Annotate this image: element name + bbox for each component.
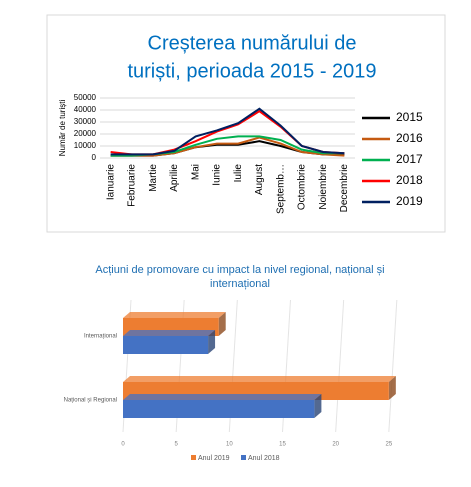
chart-title: turiști, perioada 2015 - 2019 — [127, 60, 376, 82]
y-tick-label: 50000 — [74, 93, 97, 102]
bar-top — [123, 376, 396, 382]
x-tick-label: Mai — [190, 164, 201, 180]
y-axis-label: Număr de turiști — [58, 100, 67, 157]
y-tick-label: 30000 — [74, 117, 97, 126]
grid-line — [388, 299, 398, 433]
bar-top — [123, 394, 322, 400]
x-tick-label: Iulie — [233, 164, 244, 183]
y-tick-label: Național și Regional — [64, 398, 117, 404]
x-tick-label: 20 — [332, 442, 339, 448]
legend-label: 2015 — [396, 110, 423, 124]
x-tick-label: Octombrie — [297, 164, 308, 211]
legend-label: 2017 — [396, 152, 423, 166]
x-tick-label: Ianuarie — [105, 164, 116, 201]
bar-side — [314, 394, 322, 418]
chart-title: internațional — [210, 278, 270, 290]
bar-top — [123, 312, 226, 318]
bar-side — [388, 376, 396, 400]
bar — [123, 336, 209, 354]
bar — [123, 400, 315, 418]
bar-top — [123, 330, 216, 336]
legend-label: Anul 2018 — [248, 455, 280, 462]
x-tick-label: 5 — [174, 442, 178, 448]
x-tick-label: Iunie — [212, 164, 223, 186]
legend-label: 2016 — [396, 131, 423, 145]
x-tick-label: 10 — [226, 442, 233, 448]
y-tick-label: Internațional — [84, 334, 117, 340]
x-tick-label: Decembrie — [339, 164, 350, 213]
legend-label: Anul 2019 — [198, 455, 230, 462]
legend-label: 2019 — [396, 194, 423, 208]
chart-title: Creșterea numărului de — [148, 32, 357, 54]
bar-side — [218, 312, 226, 336]
legend-swatch — [241, 455, 246, 460]
x-tick-label: Februarie — [127, 164, 138, 207]
bar-side — [208, 330, 216, 354]
x-tick-label: 25 — [385, 442, 392, 448]
x-tick-label: 0 — [121, 442, 125, 448]
y-tick-label: 20000 — [74, 129, 97, 138]
legend-swatch — [191, 455, 196, 460]
y-tick-label: 10000 — [74, 141, 97, 150]
y-tick-label: 40000 — [74, 105, 97, 114]
y-tick-label: 0 — [92, 153, 97, 162]
x-tick-label: Martie — [148, 164, 159, 192]
legend-label: 2018 — [396, 173, 423, 187]
x-tick-label: Aprilie — [169, 164, 180, 192]
x-tick-label: 15 — [279, 442, 286, 448]
x-tick-label: August — [254, 164, 265, 195]
x-tick-label: Septemb… — [275, 164, 286, 214]
grid-line — [335, 299, 345, 433]
chart-title: Acțiuni de promovare cu impact la nivel … — [95, 264, 384, 276]
series-line — [110, 107, 345, 156]
chart-frame — [46, 14, 446, 233]
x-tick-label: Noiembrie — [318, 164, 329, 210]
